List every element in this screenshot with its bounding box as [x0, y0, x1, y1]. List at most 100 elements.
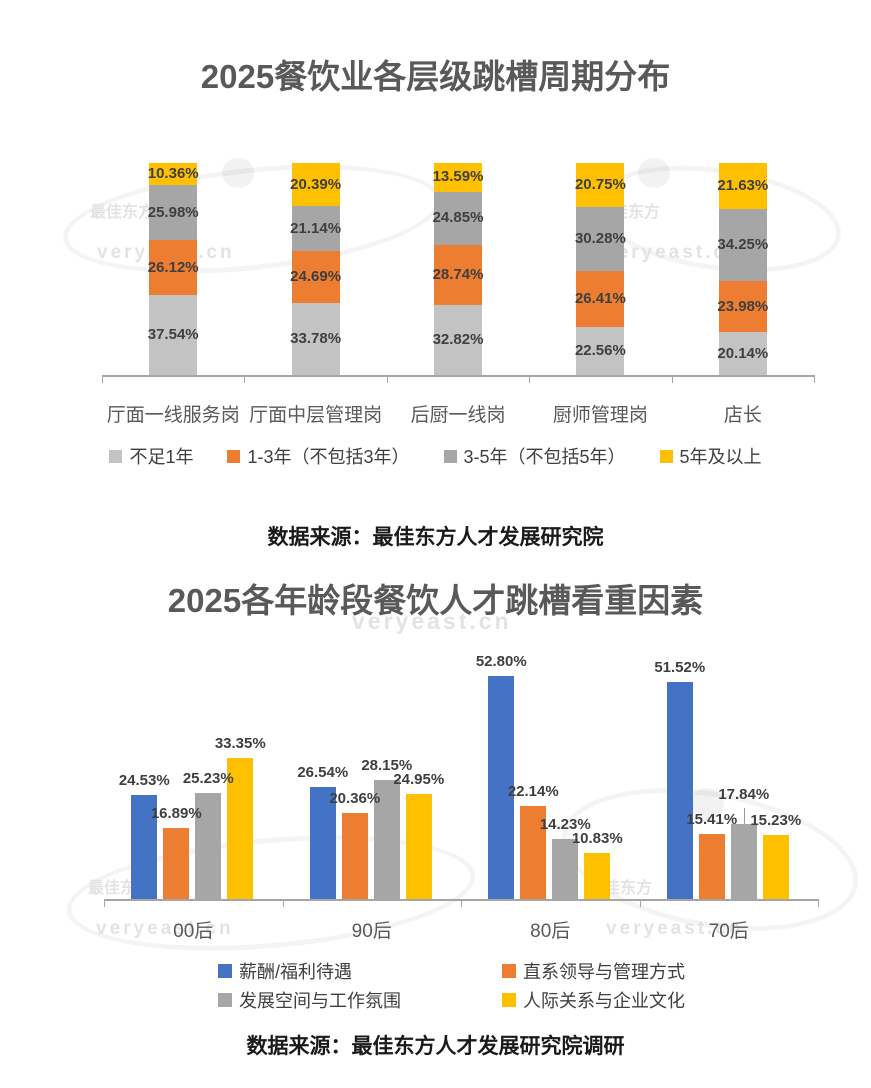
stacked-bar-segment	[291, 303, 340, 375]
data-label: 24.95%	[393, 770, 445, 788]
category-label: 80后	[530, 921, 571, 942]
data-label: 17.84%	[718, 785, 770, 803]
grouped-bar	[730, 823, 757, 899]
legend-swatch	[218, 993, 232, 1007]
watermark-domain: veryeast.cn	[352, 608, 512, 634]
stacked-bar-segment	[149, 163, 198, 185]
data-label: 15.41%	[686, 810, 738, 828]
stacked-bar-segment	[576, 327, 625, 375]
data-label: 52.80%	[475, 653, 527, 671]
watermark-logo-figure	[690, 788, 724, 820]
grouped-bar	[488, 676, 515, 899]
watermark-brand: 最佳东方	[90, 204, 155, 221]
watermark-domain: veryeast.cn	[604, 242, 742, 263]
watermark-logo-figure	[222, 158, 254, 188]
grouped-bar	[666, 681, 693, 899]
stacked-bar-segment	[576, 207, 625, 272]
stacked-bar-segment	[434, 305, 482, 375]
axis-tick	[671, 375, 673, 383]
axis-tick	[244, 375, 246, 383]
axis-tick	[282, 899, 284, 907]
stacked-bar-segment	[718, 281, 767, 333]
category-label: 90后	[351, 921, 392, 942]
data-label: 15.23%	[750, 811, 802, 829]
stacked-bar-segment	[149, 184, 198, 241]
grouped-bar	[552, 838, 579, 899]
data-label: 32.82%	[432, 331, 484, 349]
category-label: 店长	[723, 405, 762, 426]
grouped-bar	[227, 758, 254, 899]
legend-item: 人际关系与企业文化	[502, 987, 685, 1013]
data-label: 30.28%	[574, 230, 626, 248]
data-label: 22.14%	[507, 782, 559, 800]
legend-swatch	[227, 449, 241, 463]
data-label: 26.41%	[574, 290, 626, 308]
data-label: 20.39%	[290, 175, 342, 193]
chart2-source: 数据来源：最佳东方人才发展研究院调研	[246, 1035, 625, 1058]
grouped-bar	[163, 827, 190, 899]
chart2-category-axis: 00后 90后 80后 70后	[104, 916, 818, 943]
stacked-bar-segment	[291, 251, 340, 304]
data-label: 25.23%	[182, 769, 234, 787]
legend-label: 3-5年（不包括5年）	[463, 447, 626, 467]
data-label: 20.75%	[574, 176, 626, 193]
data-label: 21.63%	[717, 176, 769, 194]
category-label: 后厨一线岗	[410, 405, 506, 426]
data-label: 51.52%	[654, 658, 706, 676]
data-label: 10.83%	[571, 830, 623, 848]
data-label: 24.85%	[432, 209, 484, 227]
axis-tick	[461, 899, 462, 907]
stacked-bar-segment	[718, 332, 767, 375]
legend-label: 薪酬/福利待遇	[239, 962, 353, 982]
legend-swatch	[659, 449, 673, 463]
data-label: 34.25%	[717, 236, 769, 254]
legend-label: 直系领导与管理方式	[523, 962, 685, 982]
data-label: 33.78%	[290, 330, 342, 348]
stacked-bar-segment	[576, 271, 625, 328]
legend-item: 直系领导与管理方式	[502, 958, 685, 984]
stacked-bar-segment	[434, 191, 482, 245]
legend-swatch	[109, 449, 123, 463]
watermark-logo-figure	[638, 158, 670, 188]
category-label: 厨师管理岗	[552, 405, 648, 426]
stacked-bar-segment	[291, 163, 340, 207]
legend-item: 5年及以上	[659, 443, 762, 469]
stacked-bar-segment	[576, 163, 625, 207]
grouped-bar	[698, 833, 725, 899]
data-label: 28.15%	[361, 757, 413, 775]
legend-item: 3-5年（不包括5年）	[443, 443, 626, 469]
stacked-bar-segment	[718, 163, 767, 209]
stacked-bar-segment	[149, 240, 198, 296]
data-label: 22.56%	[574, 342, 626, 360]
category-label: 厅面中层管理岗	[249, 405, 383, 426]
axis-tick	[639, 899, 641, 907]
axis-tick	[104, 899, 105, 907]
legend-swatch	[443, 449, 457, 463]
data-label: 10.36%	[147, 164, 199, 182]
grouped-bar	[131, 795, 158, 899]
chart1-title: 2025餐饮业各层级跳槽周期分布	[200, 58, 671, 95]
watermark-domain: veryeast.cn	[96, 918, 234, 939]
grouped-bar	[405, 793, 432, 899]
chart2-legend: 薪酬/福利待遇 直系领导与管理方式 发展空间与工作氛围 人际关系与企业文化	[218, 958, 685, 1013]
legend-swatch	[502, 964, 516, 978]
data-label: 25.98%	[147, 203, 199, 221]
data-label: 24.69%	[290, 268, 342, 286]
data-label: 33.35%	[214, 735, 266, 753]
chart1-source: 数据来源：最佳东方人才发展研究院	[267, 526, 604, 549]
axis-tick	[529, 375, 531, 383]
legend-swatch	[502, 993, 516, 1007]
grouped-bar	[762, 834, 789, 899]
data-label: 16.89%	[150, 804, 202, 822]
data-label: 37.54%	[147, 326, 199, 344]
legend-label: 人际关系与企业文化	[523, 991, 685, 1011]
legend-item: 不足1年	[109, 443, 193, 469]
chart2-title: 2025各年龄段餐饮人才跳槽看重因素	[167, 582, 704, 619]
data-label: 13.59%	[432, 168, 484, 186]
grouped-bar	[520, 805, 547, 899]
legend-label: 1-3年（不包括3年）	[247, 447, 410, 467]
data-label: 20.14%	[717, 344, 769, 362]
grouped-bar	[373, 780, 400, 899]
stacked-bar-segment	[718, 208, 767, 282]
grouped-bar	[309, 787, 336, 899]
